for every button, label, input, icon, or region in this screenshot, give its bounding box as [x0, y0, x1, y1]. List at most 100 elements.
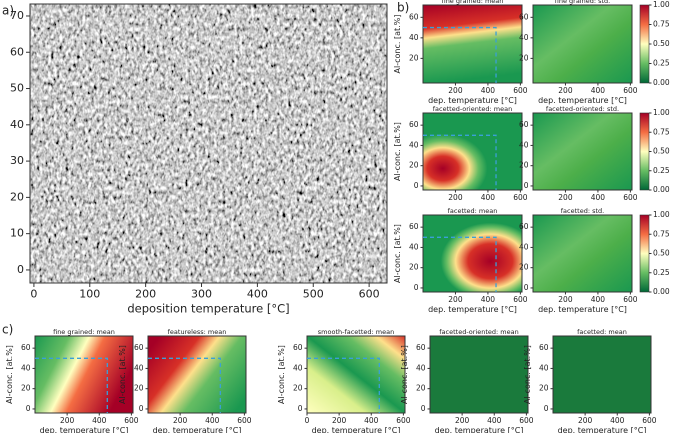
plot-title: fine grained: mean: [442, 0, 504, 5]
heatmap: [430, 336, 528, 413]
x-tick-label: 400: [610, 416, 625, 425]
colorbar-tick-label: 1.00: [653, 210, 670, 219]
y-tick-label: 60: [21, 343, 31, 352]
colorbar-tick-label: 0.25: [653, 59, 670, 68]
x-axis-label: dep. temperature [°C]: [312, 426, 401, 433]
x-tick-label: 100: [79, 288, 100, 301]
y-tick-label: 40: [134, 363, 144, 372]
y-tick-label: 60: [409, 12, 419, 21]
y-tick-label: 20: [409, 263, 419, 272]
x-axis-label: dep. temperature [°C]: [558, 426, 647, 433]
plot-frame: [147, 335, 247, 414]
x-tick-label: 200: [558, 295, 573, 304]
plot-frame: [29, 3, 388, 284]
colorbar-tick-label: 0.50: [653, 147, 670, 156]
plot-title: featureless: mean: [168, 328, 227, 336]
x-tick-label: 200: [448, 295, 463, 304]
x-tick-label: 600: [396, 416, 411, 425]
x-tick-label: 300: [191, 288, 212, 301]
heatmap: [533, 215, 632, 292]
plot-frame: [429, 335, 529, 414]
y-tick-label: 0: [414, 283, 419, 292]
plot-title: facetted: mean: [448, 207, 498, 215]
y-tick-label: 60: [519, 12, 529, 21]
y-tick-label: 20: [519, 263, 529, 272]
plot-frame: [306, 335, 406, 414]
plot-frame: [532, 214, 633, 293]
colorbar-tick-label: 0.50: [653, 249, 670, 258]
y-tick-label: 0: [17, 263, 24, 276]
colorbar-tick-label: 1.00: [653, 108, 670, 117]
x-tick-label: 400: [247, 288, 268, 301]
x-axis-label: dep. temperature [°C]: [40, 426, 129, 433]
x-tick-label: 600: [642, 416, 657, 425]
y-tick-label: 40: [416, 363, 426, 372]
y-tick-label: 20: [409, 161, 419, 170]
heatmap: [35, 336, 133, 413]
y-tick-label: 40: [10, 118, 24, 131]
y-tick-label: 40: [409, 242, 419, 251]
x-tick-label: 400: [481, 86, 496, 95]
micrograph: [30, 4, 387, 283]
heatmap: [423, 113, 522, 190]
y-tick-label: 40: [519, 140, 529, 149]
y-tick-label: 20: [409, 53, 419, 62]
x-tick-label: 400: [481, 193, 496, 202]
panel-label: b): [397, 1, 409, 15]
y-tick-label: 40: [409, 33, 419, 42]
dashed-region: [423, 26, 497, 83]
y-tick-label: 60: [519, 222, 529, 231]
y-tick-label: 20: [10, 190, 24, 203]
x-tick-label: 0: [305, 416, 310, 425]
y-tick-label: 20: [21, 384, 31, 393]
x-axis-label: dep. temperature [°C]: [538, 305, 627, 314]
heatmap: [423, 215, 522, 292]
x-tick-label: 200: [455, 416, 470, 425]
dashed-region: [423, 134, 497, 190]
colorbar: [639, 4, 650, 84]
colorbar-tick-label: 0.75: [653, 20, 670, 29]
y-tick-label: 70: [10, 9, 24, 22]
plot-title: fine grained: mean: [53, 328, 115, 336]
x-tick-label: 600: [513, 193, 528, 202]
y-tick-label: 60: [409, 222, 419, 231]
x-tick-label: 200: [558, 86, 573, 95]
x-tick-label: 200: [448, 193, 463, 202]
x-tick-label: 200: [60, 416, 75, 425]
y-tick-label: 10: [10, 227, 24, 240]
colorbar-tick-label: 0.25: [653, 166, 670, 175]
y-axis-label: Al-conc. [at.%]: [393, 122, 402, 181]
x-tick-label: 400: [481, 295, 496, 304]
x-tick-label: 200: [135, 288, 156, 301]
y-tick-label: 0: [414, 181, 419, 190]
y-tick-label: 60: [539, 343, 549, 352]
x-tick-label: 600: [623, 295, 638, 304]
colorbar: [639, 214, 650, 293]
y-axis-label: Al-conc. [at.%]: [393, 15, 402, 74]
heatmap: [307, 336, 405, 413]
y-tick-label: 40: [519, 242, 529, 251]
plot-frame: [422, 4, 523, 84]
y-tick-label: 30: [10, 154, 24, 167]
x-tick-label: 400: [591, 86, 606, 95]
x-tick-label: 600: [513, 86, 528, 95]
colorbar-tick-label: 0.00: [653, 78, 670, 87]
y-tick-label: 0: [298, 404, 303, 413]
heatmap: [423, 5, 522, 83]
dashed-region: [35, 357, 108, 413]
plot-title: facetted: std.: [561, 207, 604, 215]
heatmap: [533, 113, 632, 190]
y-tick-label: 0: [524, 181, 529, 190]
y-tick-label: 0: [26, 404, 31, 413]
x-tick-label: 200: [173, 416, 188, 425]
colorbar-tick-label: 0.75: [653, 229, 670, 238]
dashed-region: [148, 357, 221, 413]
plot-title: smooth-facetted: mean: [318, 328, 394, 336]
x-tick-label: 400: [364, 416, 379, 425]
y-axis-label: Al-conc. [at.%]: [277, 345, 286, 404]
x-tick-label: 600: [623, 86, 638, 95]
y-axis-label: Al-conc. [at.%]: [400, 345, 409, 404]
plot-title: facetted: mean: [577, 328, 627, 336]
heatmap: [553, 336, 651, 413]
x-tick-label: 400: [591, 193, 606, 202]
